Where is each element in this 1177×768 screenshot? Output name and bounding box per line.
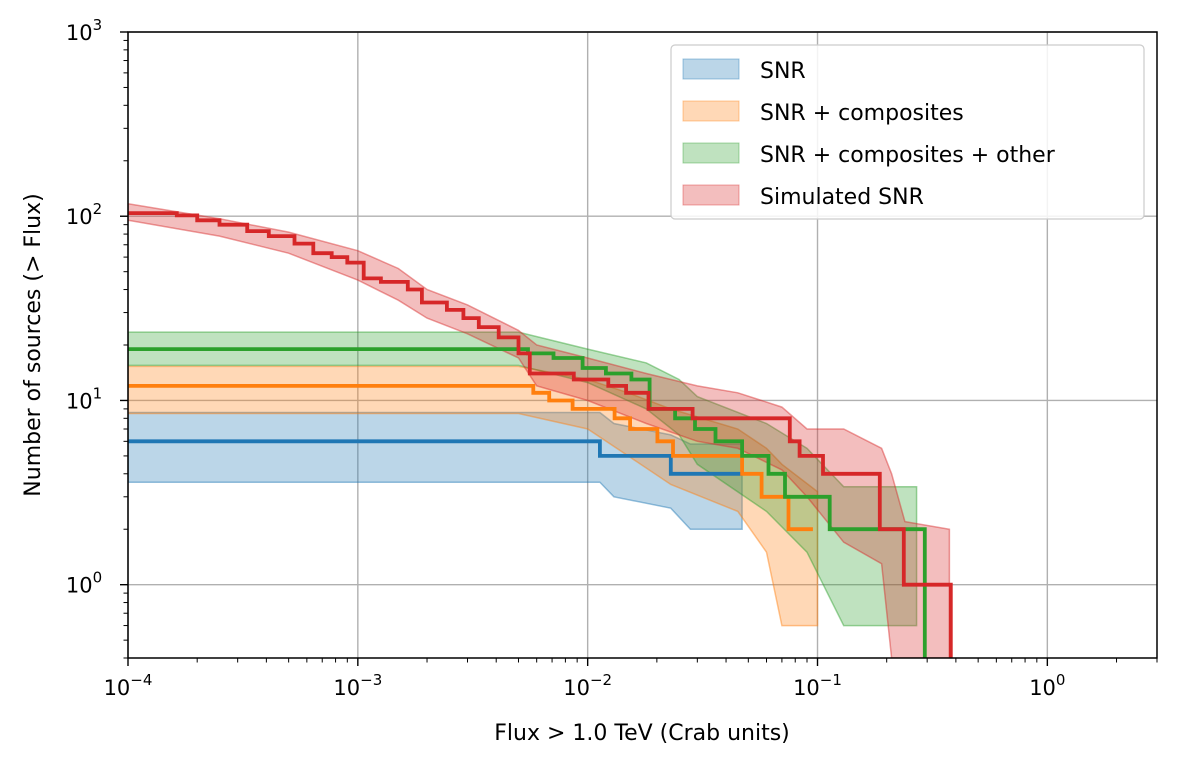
legend-entry: SNR [682, 58, 806, 84]
x-tick-label: 10−2 [563, 671, 612, 700]
x-tick-label: 10−1 [793, 671, 842, 700]
uncertainty-band [128, 202, 951, 658]
legend-entry: SNR + composites + other [682, 142, 1056, 168]
step-line [128, 211, 953, 658]
axis-ticks [120, 31, 1158, 666]
x-tick-label: 100 [1029, 671, 1065, 700]
legend: SNR SNR + composites SNR + composites + … [670, 44, 1145, 220]
y-tick-label: 102 [66, 200, 102, 229]
x-tick-label: 10−3 [333, 671, 382, 700]
uncertainty-band [128, 331, 918, 627]
legend-label: Simulated SNR [760, 185, 924, 210]
step-line [128, 439, 743, 476]
legend-swatch [682, 100, 740, 122]
y-axis-label: Number of sources (> Flux) [21, 193, 46, 496]
legend-frame [670, 44, 1145, 220]
step-lines [128, 211, 953, 658]
legend-label: SNR + composites + other [760, 143, 1056, 168]
y-tick-label: 103 [66, 16, 102, 45]
legend-swatch [682, 184, 740, 206]
legend-swatch [682, 58, 740, 80]
legend-entry: Simulated SNR [682, 184, 924, 210]
step-line [128, 347, 927, 658]
y-tick-label: 101 [66, 384, 102, 413]
step-line [128, 384, 813, 532]
legend-label: SNR + composites [760, 101, 964, 126]
x-tick-labels: 10−4 10−3 10−2 10−1 100 [104, 671, 1066, 700]
x-axis-label: Flux > 1.0 TeV (Crab units) [494, 721, 790, 746]
legend-entry: SNR + composites [682, 100, 964, 126]
y-tick-label: 100 [66, 569, 102, 598]
x-tick-label: 10−4 [104, 671, 153, 700]
y-tick-labels: 100 101 102 103 [66, 16, 102, 598]
legend-swatch [682, 142, 740, 164]
legend-label: SNR [760, 59, 806, 84]
